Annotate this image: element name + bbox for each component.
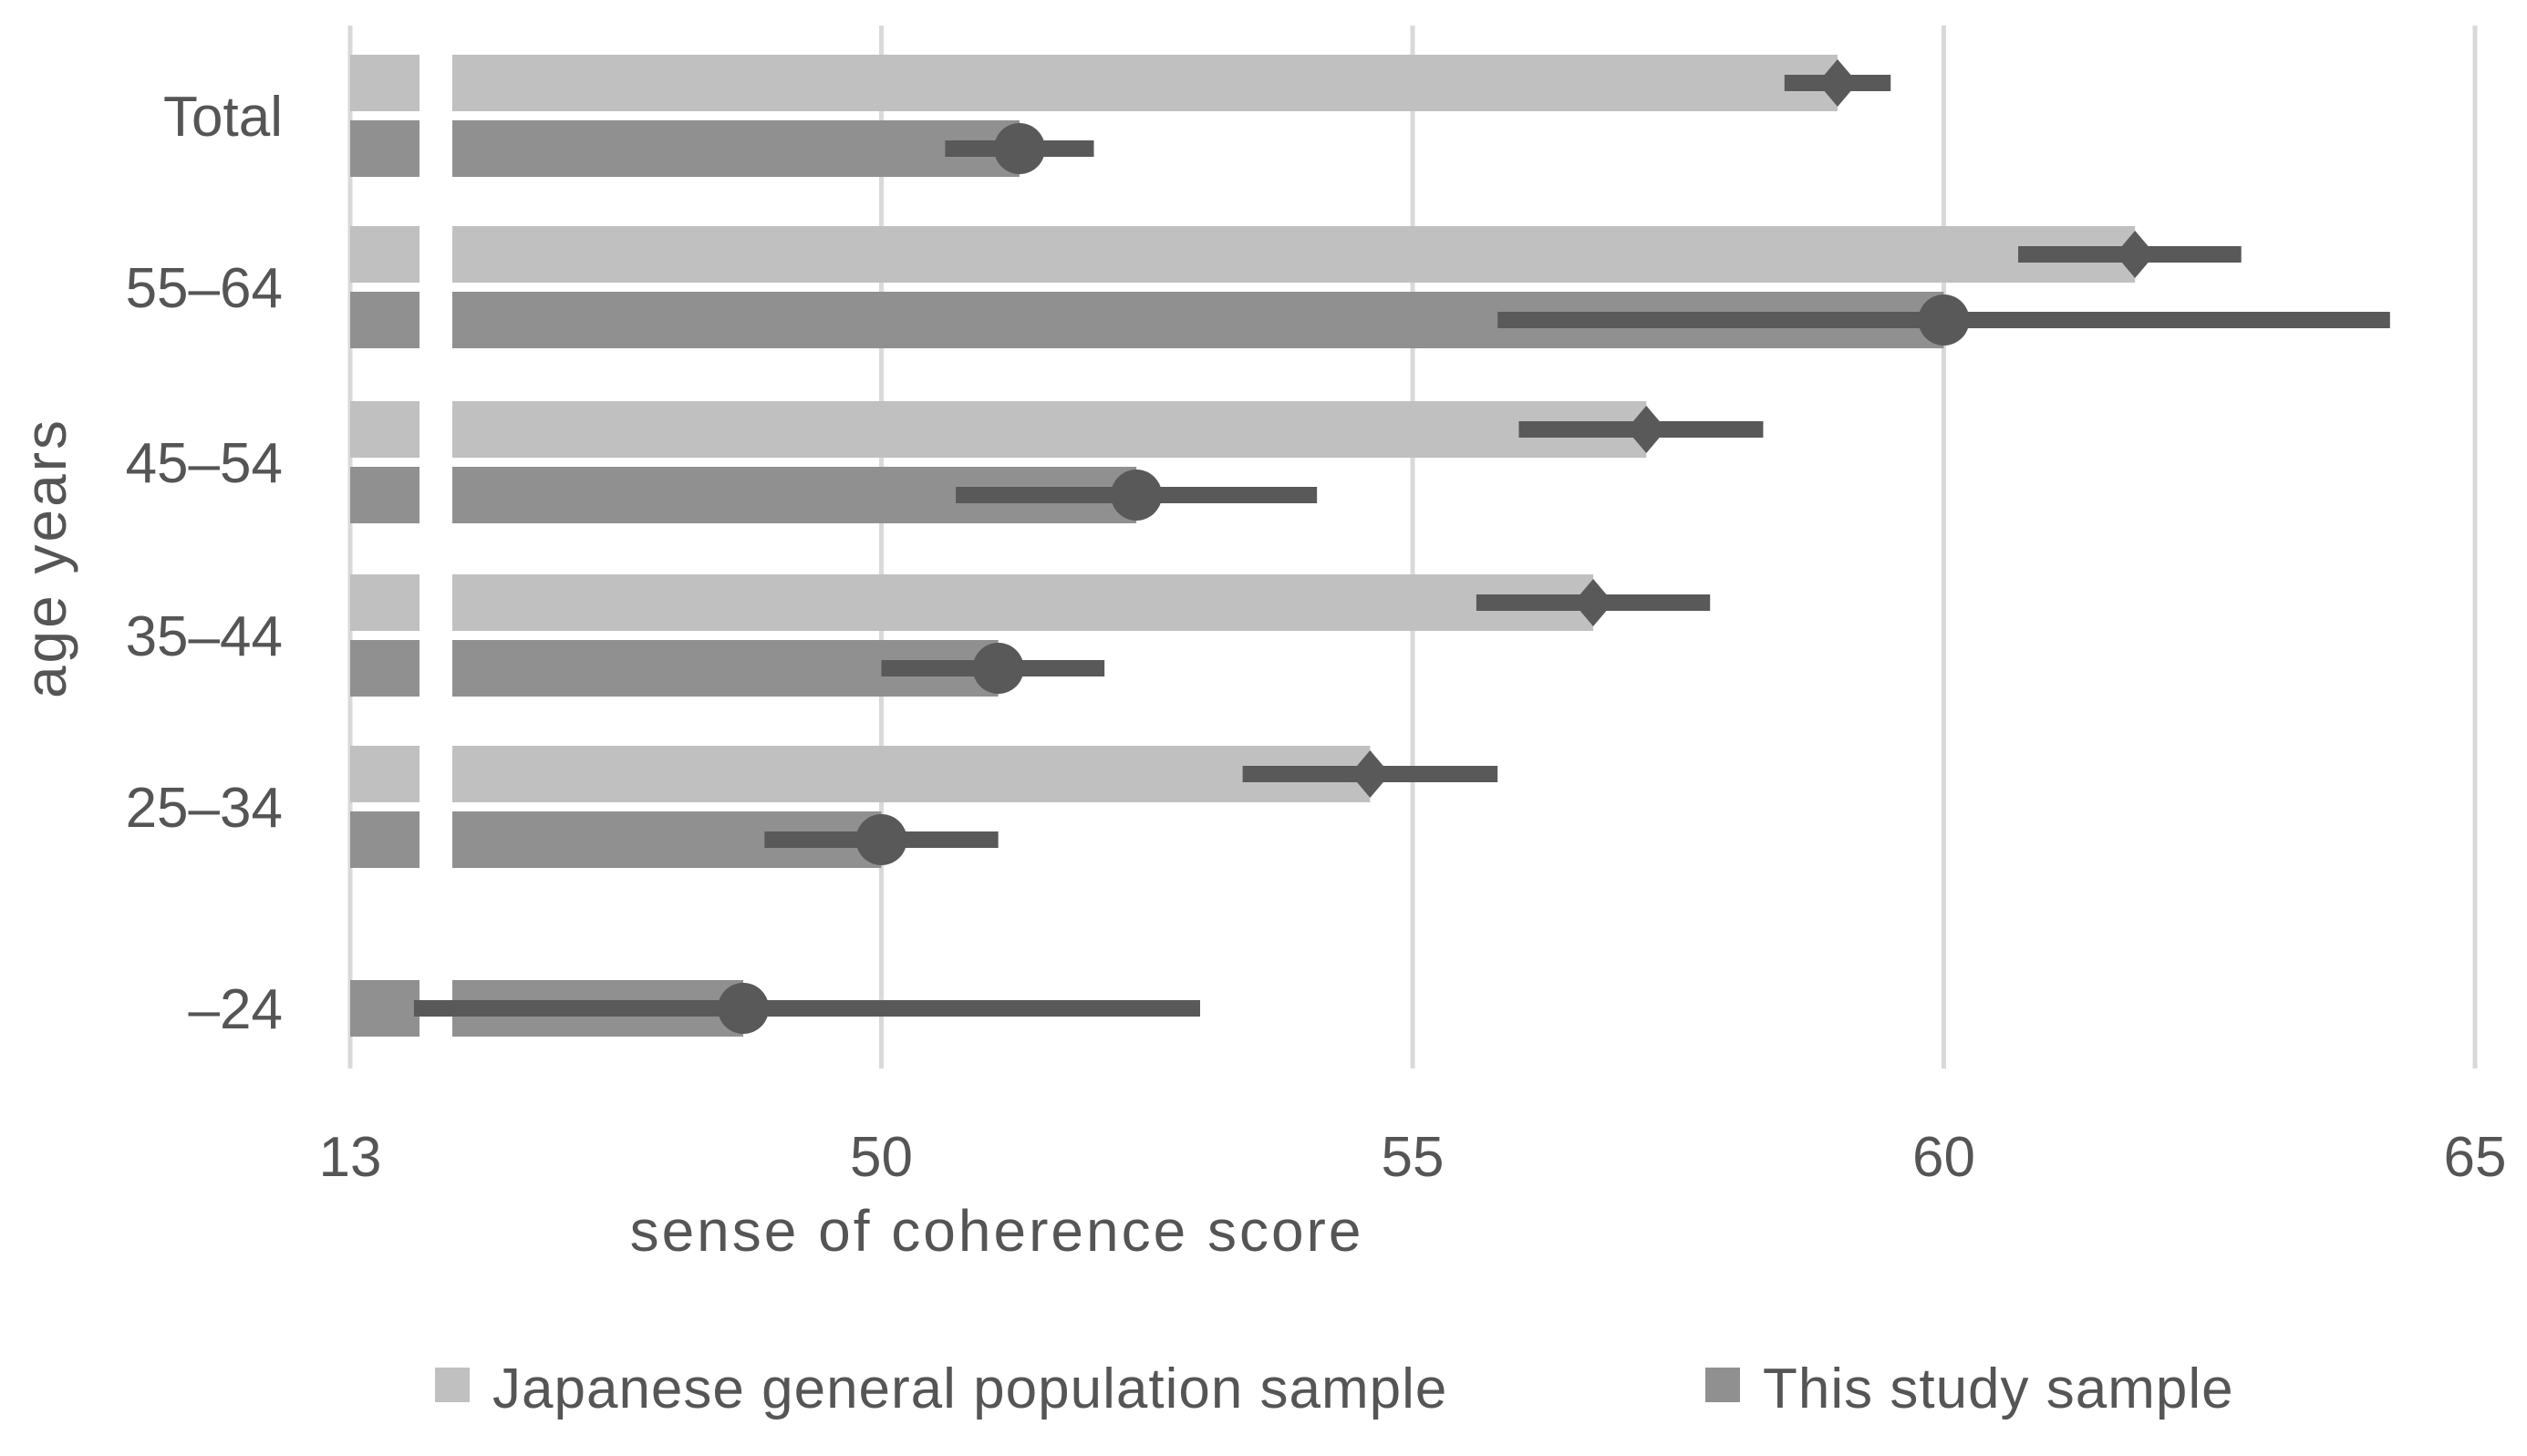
axis-break-gap-25-34 — [419, 742, 452, 872]
marker-35-44-series-0 — [1573, 579, 1614, 626]
marker-55-64-series-0 — [2115, 231, 2156, 278]
bars — [350, 55, 2136, 1037]
error-bars — [413, 59, 2390, 1034]
tick-labels: 13 50 55 60 65 Total 55–64 45–54 35–44 25–34 –24 — [126, 86, 2507, 1189]
legend-swatch-general-population — [435, 1368, 470, 1402]
legend: Japanese general population sample This … — [435, 1358, 2234, 1420]
bar-45-54-series-0 — [350, 401, 1647, 458]
bar-55-64-series-0 — [350, 226, 2136, 283]
marker-25-34-series-0 — [1350, 750, 1391, 798]
x-axis-title: sense of coherence score — [630, 1198, 1364, 1264]
legend-label-general-population: Japanese general population sample — [492, 1358, 1447, 1420]
axis-break-gap-45-54 — [419, 398, 452, 527]
bar-25-34-series-0 — [350, 746, 1371, 802]
x-tick-label-50: 50 — [850, 1126, 913, 1189]
y-axis-title: age years — [13, 418, 78, 698]
bar-35-44-series-0 — [350, 574, 1594, 631]
axis-break-gap-total — [419, 51, 452, 181]
axis-break-gap-55-64 — [419, 222, 452, 352]
marker-45-54-series-0 — [1626, 406, 1667, 453]
y-tick-label-25-34: 25–34 — [126, 777, 283, 840]
y-tick-label-total: Total — [163, 86, 283, 149]
marker-35-44-series-1 — [972, 643, 1024, 694]
marker-45-54-series-1 — [1111, 470, 1163, 521]
y-tick-label-35-44: 35–44 — [126, 605, 283, 668]
bar-total-series-1 — [350, 120, 1020, 177]
bar-total-series-0 — [350, 55, 1838, 111]
axis-break — [419, 51, 452, 1040]
x-tick-label-65: 65 — [2444, 1126, 2507, 1189]
marker-total-series-1 — [993, 123, 1045, 174]
y-tick-label-45-54: 45–54 — [126, 432, 283, 495]
legend-label-this-study: This study sample — [1763, 1358, 2234, 1420]
marker-25-34-series-1 — [855, 814, 907, 865]
axis-break-gap-35-44 — [419, 571, 452, 700]
x-tick-label-13: 13 — [319, 1126, 382, 1189]
gridlines — [347, 26, 2478, 1069]
x-tick-label-55: 55 — [1382, 1126, 1445, 1189]
y-tick-label-24: –24 — [189, 978, 283, 1041]
x-tick-label-60: 60 — [1912, 1126, 1975, 1189]
y-tick-label-55-64: 55–64 — [126, 257, 283, 320]
marker-24-series-1 — [718, 983, 770, 1034]
marker-55-64-series-1 — [1918, 294, 1970, 346]
marker-total-series-0 — [1818, 59, 1858, 107]
legend-swatch-this-study — [1705, 1368, 1740, 1402]
